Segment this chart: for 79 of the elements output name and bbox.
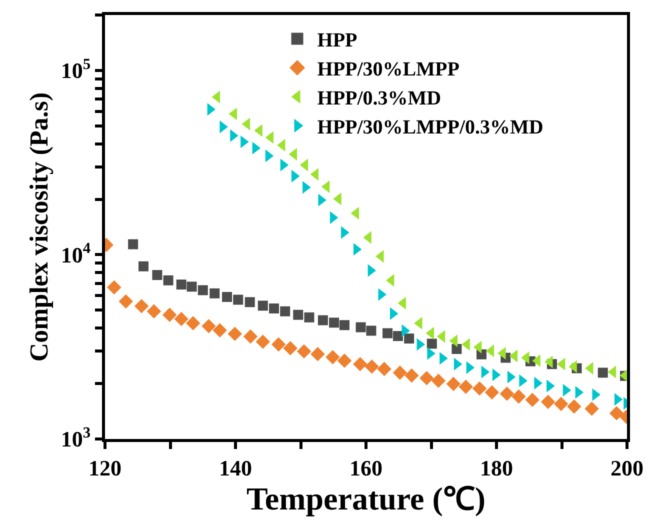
point bbox=[186, 282, 197, 292]
point bbox=[202, 318, 216, 334]
point bbox=[392, 366, 408, 380]
legend-label: HPP/30%LMPP bbox=[317, 58, 460, 81]
point bbox=[364, 359, 380, 374]
point bbox=[296, 344, 312, 358]
point bbox=[584, 402, 599, 416]
point bbox=[567, 399, 582, 414]
point bbox=[256, 334, 270, 349]
point bbox=[525, 392, 540, 408]
point bbox=[163, 275, 174, 286]
point bbox=[382, 328, 393, 338]
point bbox=[212, 323, 227, 338]
point bbox=[134, 299, 149, 314]
legend-label: HPP/0.3%MD bbox=[317, 88, 442, 110]
point bbox=[244, 297, 255, 308]
point bbox=[476, 349, 486, 360]
x-tick-label: 200 bbox=[610, 455, 644, 480]
point bbox=[269, 303, 279, 314]
y-tick-label: 10$^{5}$ bbox=[60, 56, 91, 84]
point bbox=[337, 354, 352, 368]
legend-label: HPP/30%LMPP/0.3%MD bbox=[317, 116, 544, 139]
point bbox=[138, 261, 148, 272]
point bbox=[472, 381, 487, 396]
point bbox=[118, 294, 134, 309]
point bbox=[426, 338, 437, 349]
point bbox=[484, 385, 500, 400]
x-tick-label: 180 bbox=[480, 455, 513, 480]
y-tick-label: 10$^{3}$ bbox=[60, 424, 91, 452]
point bbox=[210, 288, 220, 298]
point bbox=[352, 356, 368, 372]
point bbox=[318, 315, 328, 326]
point bbox=[500, 386, 514, 401]
point bbox=[420, 370, 434, 386]
point bbox=[598, 368, 608, 378]
point bbox=[186, 316, 200, 330]
point bbox=[271, 337, 286, 352]
point bbox=[280, 306, 290, 316]
point bbox=[326, 350, 340, 364]
point bbox=[452, 344, 462, 354]
point bbox=[198, 285, 208, 296]
point bbox=[356, 322, 366, 332]
point bbox=[609, 406, 624, 420]
point bbox=[404, 334, 414, 344]
point bbox=[174, 312, 188, 326]
x-axis-title: Temperature (℃) bbox=[246, 480, 486, 516]
legend-label: HPP bbox=[317, 30, 358, 52]
x-tick-label: 140 bbox=[219, 455, 252, 480]
point bbox=[258, 300, 268, 311]
point bbox=[106, 280, 122, 295]
y-axis-title: Complex viscosity (Pa.s) bbox=[24, 92, 54, 362]
point bbox=[339, 320, 350, 330]
point bbox=[146, 304, 162, 318]
point bbox=[128, 239, 138, 250]
y-tick-label: 10$^{4}$ bbox=[60, 240, 91, 268]
point bbox=[458, 380, 473, 394]
point bbox=[162, 308, 177, 322]
point bbox=[540, 394, 556, 410]
point bbox=[404, 368, 419, 383]
point bbox=[222, 292, 232, 302]
point bbox=[228, 326, 242, 342]
point bbox=[283, 341, 298, 356]
point bbox=[304, 312, 314, 322]
point bbox=[512, 389, 526, 404]
point bbox=[243, 329, 258, 344]
point bbox=[377, 362, 392, 376]
point bbox=[152, 270, 162, 280]
point bbox=[446, 376, 461, 392]
point bbox=[392, 331, 403, 342]
x-tick-label: 120 bbox=[88, 455, 122, 480]
point bbox=[366, 326, 376, 336]
point bbox=[293, 310, 304, 320]
point bbox=[329, 318, 340, 328]
x-tick-label: 160 bbox=[350, 455, 382, 480]
point bbox=[176, 280, 186, 290]
point bbox=[431, 374, 446, 388]
point bbox=[233, 294, 244, 305]
point bbox=[310, 346, 325, 362]
point bbox=[554, 396, 568, 412]
